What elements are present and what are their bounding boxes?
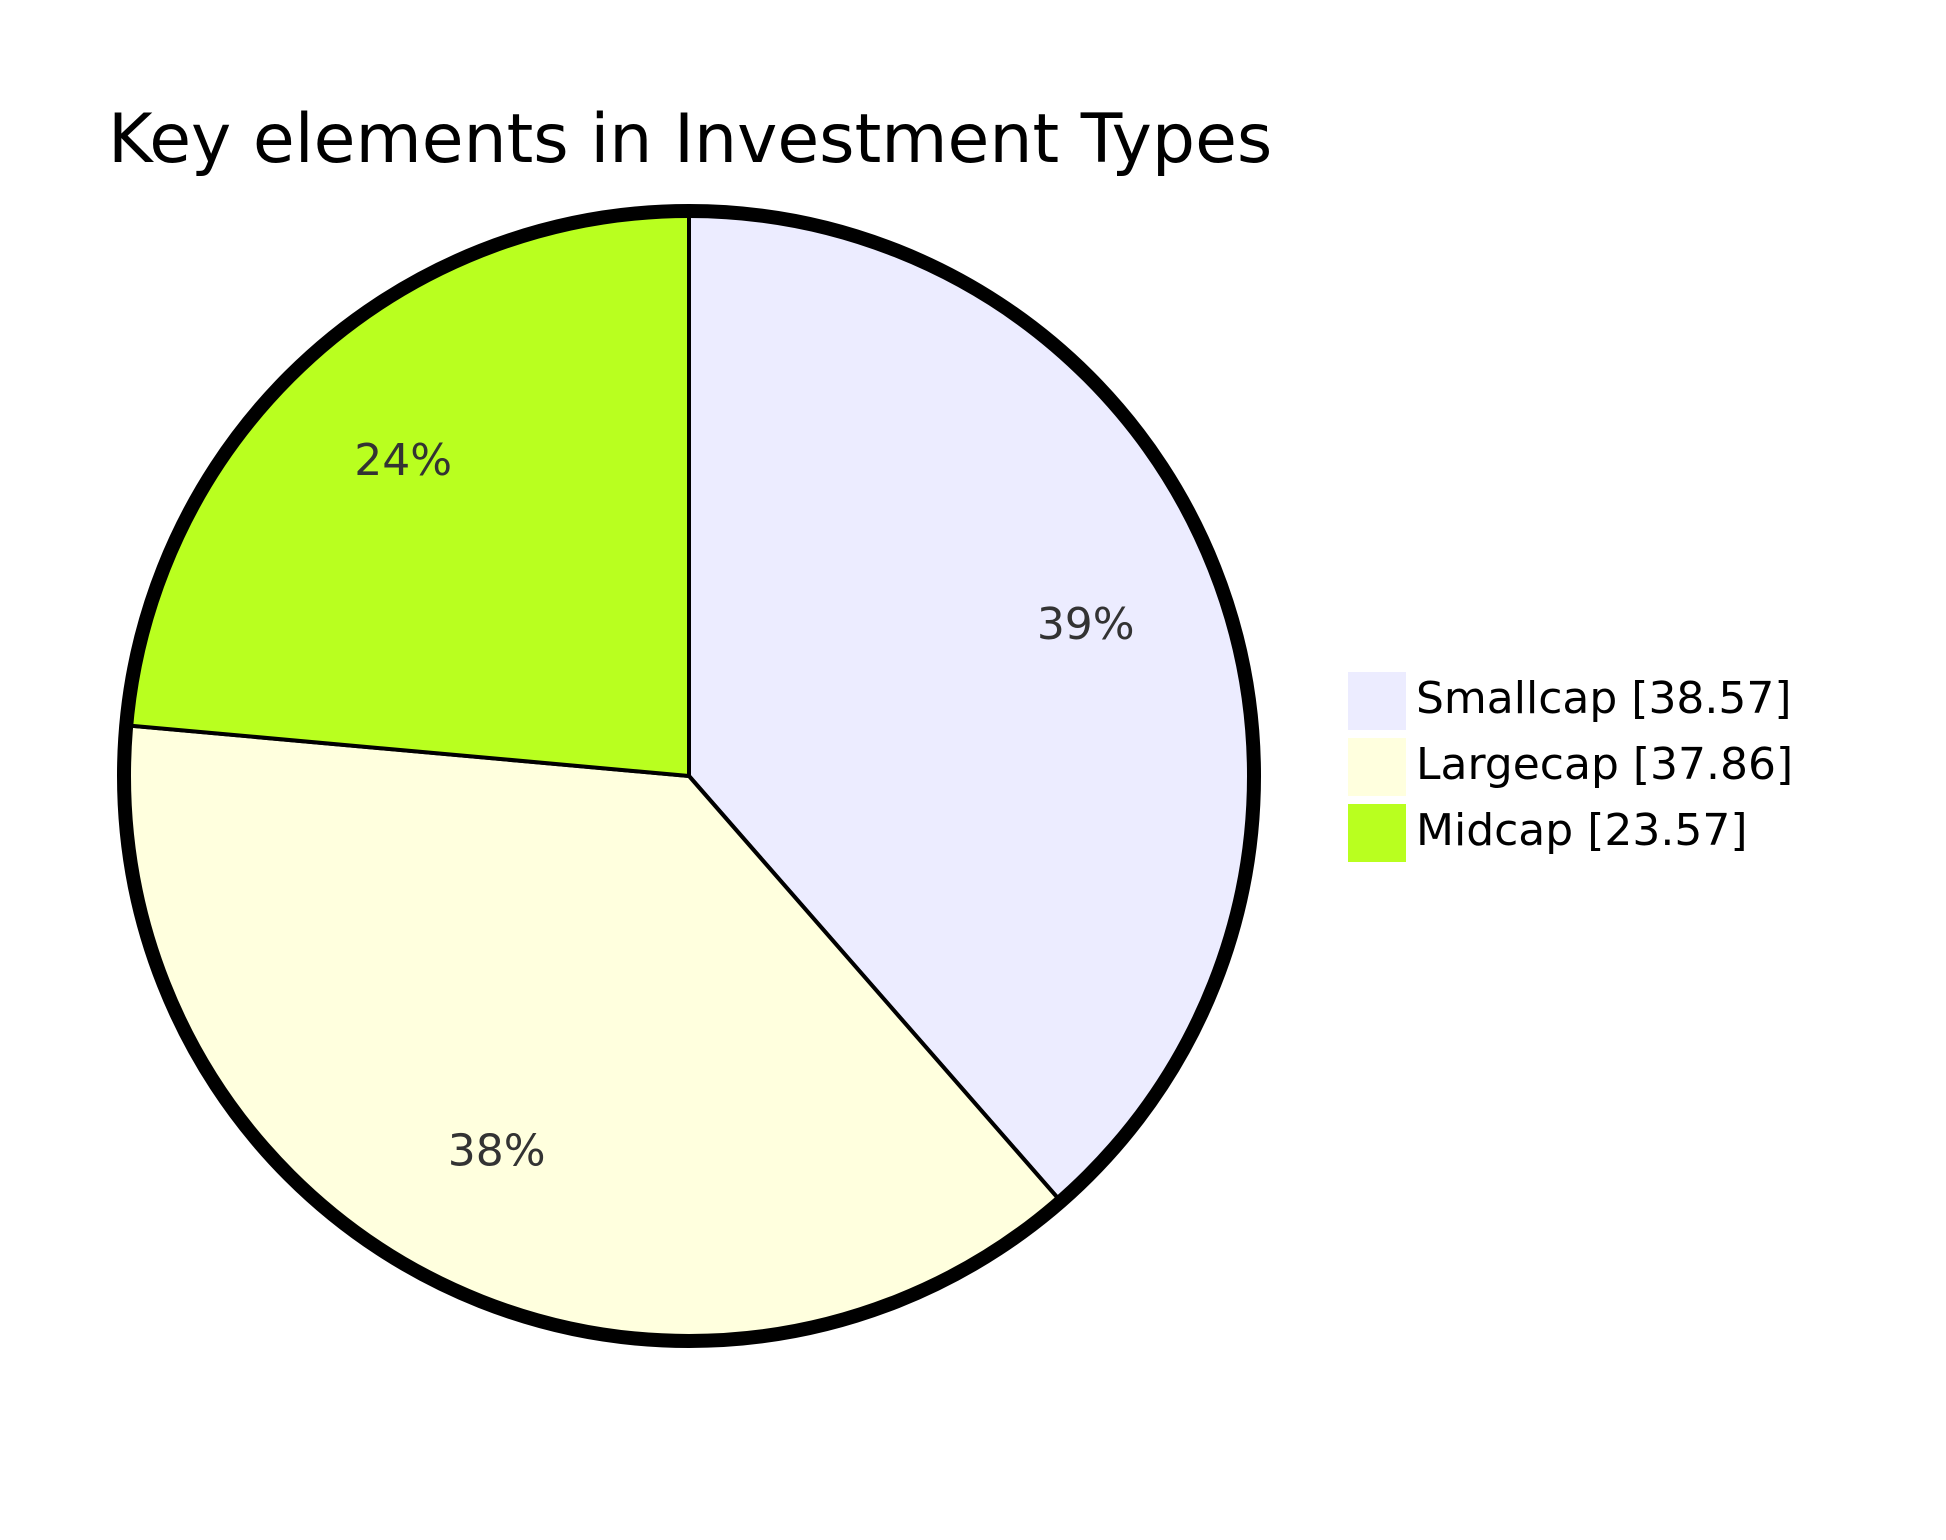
slice-percent-label-largecap: 38% — [448, 1126, 546, 1177]
legend: Smallcap [38.57] Largecap [37.86] Midcap [… — [1348, 672, 1793, 862]
legend-swatch-midcap — [1348, 804, 1406, 862]
legend-swatch-smallcap — [1348, 672, 1406, 730]
pie-slice-midcap — [124, 208, 691, 779]
pie-slices — [122, 208, 1256, 1343]
legend-item-largecap: Largecap [37.86] — [1348, 738, 1793, 796]
slice-percent-label-smallcap: 39% — [1037, 599, 1135, 650]
legend-label-smallcap: Smallcap [38.57] — [1416, 673, 1792, 724]
legend-label-midcap: Midcap [23.57] — [1416, 805, 1747, 856]
legend-item-smallcap: Smallcap [38.57] — [1348, 672, 1792, 730]
pie-outline — [117, 204, 1261, 1348]
chart-title: Key elements in Investment Types — [108, 100, 1272, 179]
legend-item-midcap: Midcap [23.57] — [1348, 804, 1747, 862]
pie-percent-labels: 39% 38% 24% — [354, 435, 1134, 1176]
slice-percent-label-midcap: 24% — [354, 435, 452, 486]
legend-label-largecap: Largecap [37.86] — [1416, 739, 1793, 790]
legend-swatch-largecap — [1348, 738, 1406, 796]
